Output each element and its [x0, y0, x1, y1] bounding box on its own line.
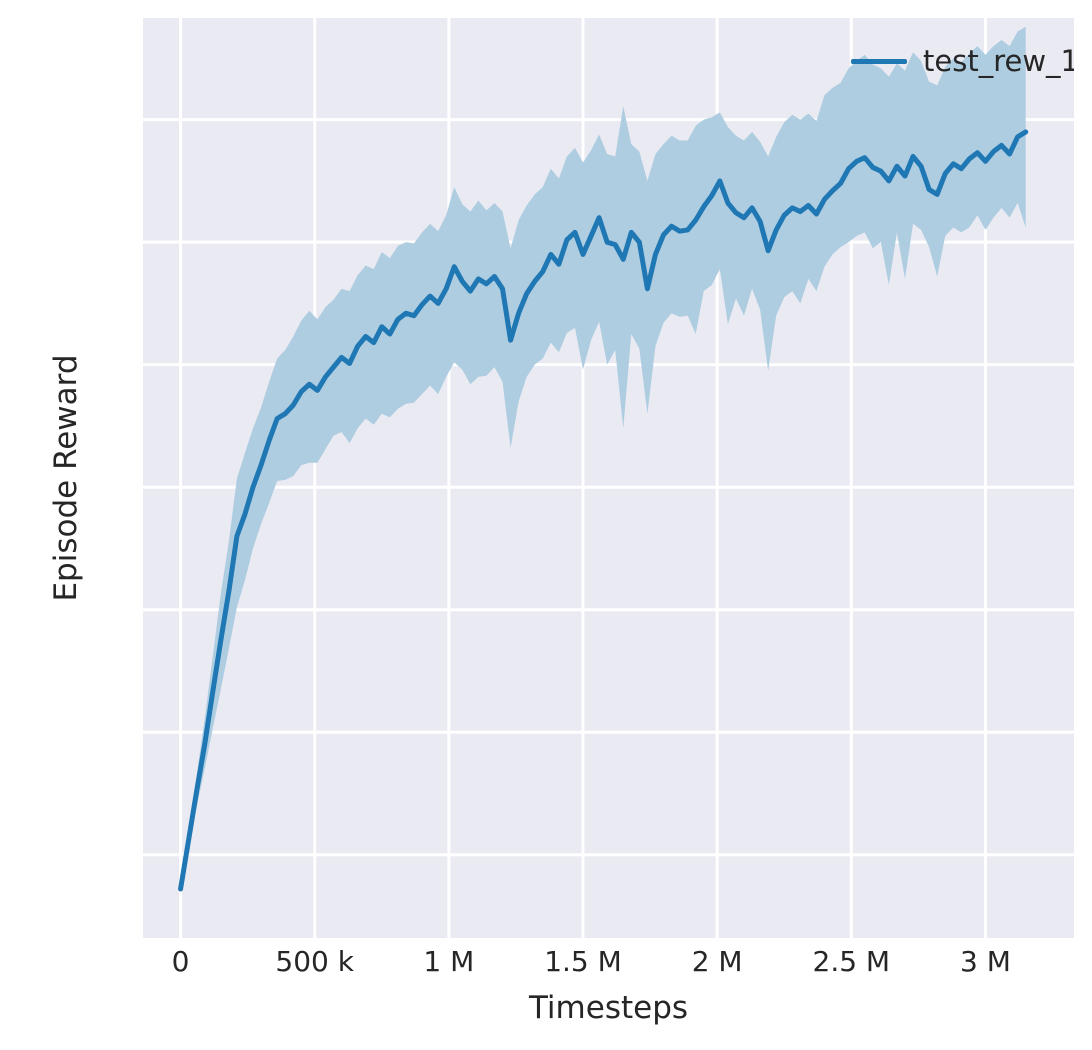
legend-color-swatch — [851, 58, 907, 64]
y-axis-label: Episode Reward — [48, 354, 84, 602]
chart-svg — [143, 18, 1074, 938]
x-tick-label: 0 — [171, 945, 190, 978]
mean-line — [178, 129, 1029, 892]
confidence-band — [180, 26, 1026, 892]
x-axis-label: Timesteps — [528, 990, 689, 1026]
plot-area: test_rew_10seeds.csv — [143, 18, 1074, 938]
legend-item-label: test_rew_10seeds.csv — [923, 44, 1074, 78]
x-tick-label: 2 M — [691, 945, 743, 978]
chart-legend[interactable]: test_rew_10seeds.csv — [843, 40, 1074, 82]
x-tick-label: 2.5 M — [812, 945, 891, 978]
x-tick-label: 500 k — [275, 945, 354, 978]
x-tick-label: 3 M — [960, 945, 1011, 978]
x-tick-label: 1 M — [423, 945, 475, 978]
x-tick-label: 1.5 M — [544, 945, 622, 978]
